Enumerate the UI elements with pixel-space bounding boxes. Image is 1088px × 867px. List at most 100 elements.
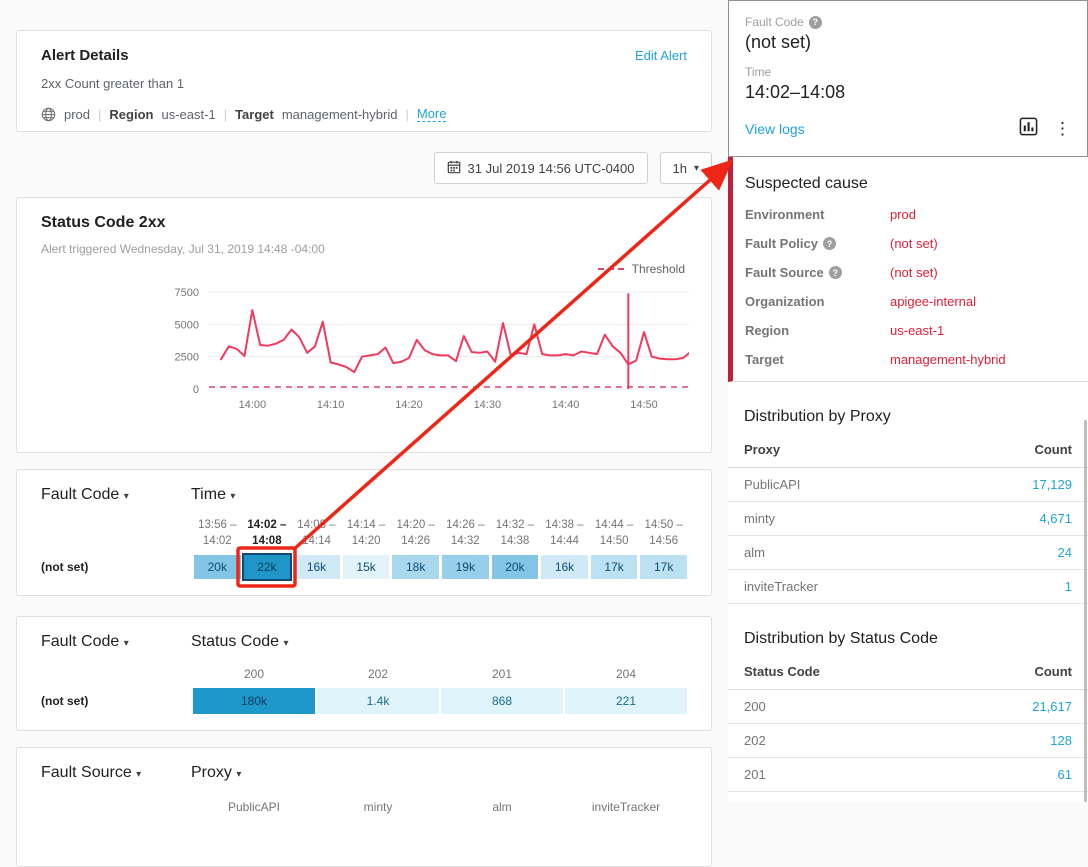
alert-condition: 2xx Count greater than 1	[41, 76, 185, 91]
time-bucket-end: 14:56	[649, 534, 679, 547]
time-bucket-header: 14:32 – 14:38	[492, 518, 539, 555]
table-row: 202 128	[728, 723, 1088, 758]
heatmap-cell[interactable]: 18k	[392, 555, 439, 580]
heatmap-cell[interactable]: 20k	[491, 555, 539, 580]
suspected-cause-row: Fault Source? (not set)	[745, 265, 1072, 280]
table-row: alm 24	[728, 535, 1088, 570]
suspected-cause-section: Suspected cause Environment prod Fault Pol…	[728, 157, 1088, 382]
column-header: Count	[942, 428, 1088, 468]
row-count-link[interactable]: 4,671	[942, 501, 1088, 536]
time-bucket-end: 14:26	[401, 534, 431, 547]
time-bucket-header: 14:08 – 14:14	[293, 518, 340, 555]
status-chart-card: Status Code 2xx Alert triggered Wednesda…	[16, 197, 712, 453]
col-dimension-dropdown[interactable]: Time ▾	[191, 486, 236, 503]
heatmap-cell[interactable]: 1.4k	[317, 688, 439, 715]
row-count-link[interactable]: 61	[944, 757, 1088, 792]
threshold-dash-icon	[597, 268, 624, 270]
range-value: 1h	[672, 160, 687, 176]
row-count-link[interactable]: 21,617	[944, 689, 1088, 724]
row-dimension-dropdown[interactable]: Fault Code ▾	[41, 486, 129, 503]
help-icon[interactable]: ?	[808, 15, 822, 29]
help-icon[interactable]: ?	[822, 237, 836, 250]
distribution-proxy-table: Proxy Count PublicAPI 17,129 minty 4,671 alm…	[728, 428, 1088, 604]
row-name: 202	[728, 723, 945, 758]
time-bucket-start: 14:50 –	[644, 519, 683, 531]
column-header: Status Code	[728, 650, 945, 690]
heatmap-row-label: (not set)	[41, 560, 89, 575]
globe-icon	[41, 107, 56, 122]
col-dimension-dropdown[interactable]: Proxy ▾	[191, 764, 242, 782]
heatmap-cell[interactable]: 15k	[342, 555, 390, 580]
heatmap-cell[interactable]: 17k	[640, 555, 687, 580]
heatmap-cell[interactable]: 19k	[441, 555, 489, 580]
suspected-cause-value: (not set)	[890, 265, 938, 280]
status-code-header: 201	[491, 667, 513, 682]
help-icon[interactable]: ?	[828, 266, 842, 279]
fault-source-columns: PublicAPI minty alm inviteTracker	[41, 800, 687, 821]
heatmap-cell[interactable]: 22k	[241, 553, 293, 582]
kebab-menu-icon[interactable]: ⋮	[1054, 119, 1071, 138]
suspected-cause-label: Fault Policy?	[745, 236, 890, 251]
time-bucket-start: 14:14 –	[346, 519, 386, 531]
view-logs-link[interactable]: View logs	[745, 121, 805, 137]
y-axis-tick: 2500	[175, 352, 199, 364]
suspected-cause-row: Organization apigee-internal	[745, 294, 1072, 309]
suspected-cause-label-text: Environment	[745, 207, 825, 222]
heatmap-cell[interactable]: 17k	[590, 555, 638, 580]
time-label: Time	[745, 65, 772, 79]
edit-alert-link[interactable]: Edit Alert	[634, 48, 687, 63]
heatmap-cell[interactable]: 16k	[293, 555, 340, 580]
datetime-value: 31 Jul 2019 14:56 UTC-0400	[467, 160, 635, 176]
more-link[interactable]: More	[416, 106, 447, 122]
region-value: us-east-1	[161, 106, 216, 122]
time-bucket-end: 14:50	[599, 534, 629, 547]
x-axis-tick: 14:50	[630, 399, 658, 411]
region-label: Region	[109, 106, 154, 122]
scrollbar[interactable]	[1084, 420, 1087, 802]
heatmap-cell[interactable]: 180k	[193, 688, 315, 715]
calendar-icon	[447, 160, 461, 177]
fault-time-heatmap: 13:56 – 14:02 14:02 – 14:08 14:08 – 14:14 14:1…	[41, 518, 687, 582]
row-count-link[interactable]: 128	[944, 723, 1088, 758]
time-bucket-header: 14:50 – 14:56	[640, 518, 687, 555]
row-count-link[interactable]: 1	[942, 569, 1088, 604]
chevron-down-icon: ▾	[236, 769, 242, 781]
col-dimension-dropdown[interactable]: Status Code ▾	[191, 633, 289, 651]
time-bucket-start: 14:26 –	[446, 519, 485, 531]
alert-details-title: Alert Details	[41, 47, 129, 64]
time-bucket-end: 14:38	[500, 534, 530, 547]
proxy-column-header: minty	[363, 800, 393, 815]
row-count-link[interactable]: 24	[942, 535, 1088, 570]
main-column: Alert Details Edit Alert 2xx Count great…	[16, 30, 712, 867]
target-label: Target	[235, 106, 274, 122]
row-dimension-dropdown[interactable]: Fault Source ▾	[41, 764, 142, 782]
row-name: PublicAPI	[728, 467, 943, 502]
line-chart: 7500 5000 2500 0 14:00 14:10 14:20 14:30 14:40 14…	[175, 287, 692, 411]
time-bucket-start: 14:08 –	[297, 519, 336, 531]
row-count-link[interactable]: 17,129	[942, 467, 1088, 502]
range-dropdown-button[interactable]: 1h ▾	[659, 152, 712, 184]
trend-line	[220, 309, 692, 374]
time-bucket-start: 14:02 –	[247, 519, 287, 531]
table-row: 200 21,617	[728, 689, 1088, 724]
status-code-header: 202	[367, 667, 389, 682]
heatmap-cell[interactable]: 16k	[541, 555, 588, 580]
x-axis-tick: 14:00	[239, 399, 267, 411]
x-axis-tick: 14:10	[317, 399, 345, 411]
heatmap-cell[interactable]: 20k	[194, 555, 241, 580]
datetime-picker-button[interactable]: 31 Jul 2019 14:56 UTC-0400	[433, 152, 648, 184]
heatmap-cell[interactable]: 221	[565, 688, 687, 715]
distribution-status-title: Distribution by Status Code	[744, 630, 938, 647]
bar-chart-icon[interactable]	[1019, 117, 1038, 141]
chevron-down-icon: ▾	[123, 491, 129, 502]
alert-environment: prod	[64, 106, 91, 122]
heatmap-cell[interactable]: 868	[441, 688, 563, 715]
y-axis-tick: 0	[193, 384, 199, 396]
suspected-cause-row: Target management-hybrid	[745, 352, 1072, 367]
time-bucket-start: 13:56 –	[198, 519, 237, 531]
table-row: 201 61	[728, 757, 1088, 792]
row-dimension-dropdown[interactable]: Fault Code ▾	[41, 633, 129, 651]
chart-legend: Threshold	[597, 262, 685, 276]
chevron-down-icon: ▾	[123, 638, 129, 650]
chevron-down-icon: ▾	[136, 769, 142, 781]
